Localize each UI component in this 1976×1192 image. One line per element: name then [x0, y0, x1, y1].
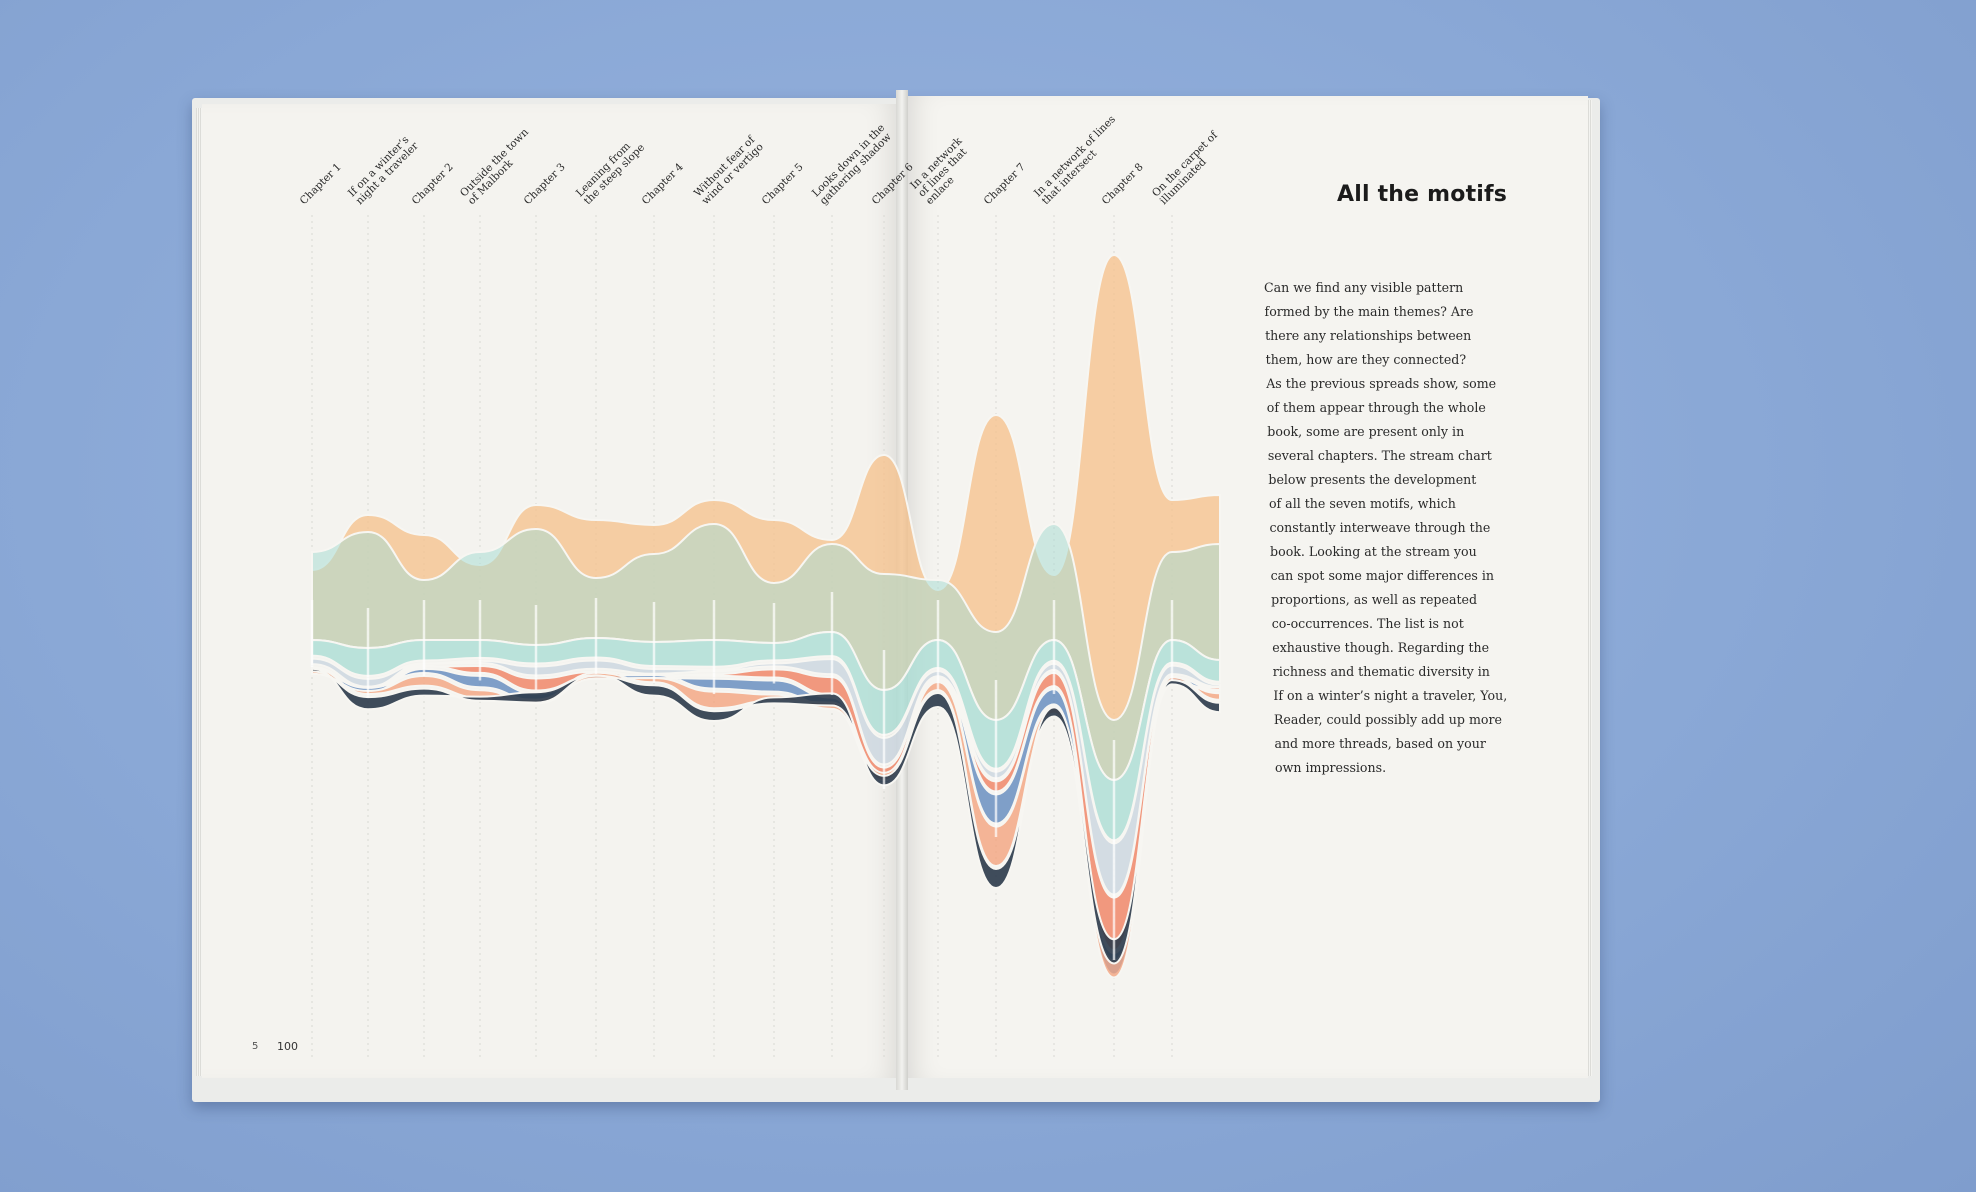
chapter-label-line: Chapter 3 — [522, 161, 568, 207]
body-line: Can we find any visible pattern — [1264, 280, 1464, 295]
chapter-label-line: On the carpet of — [1150, 128, 1221, 199]
chapter-label-line: Chapter 7 — [982, 161, 1028, 207]
body-line: exhaustive though. Regarding the — [1272, 640, 1490, 655]
body-line: co-occurrences. The list is not — [1271, 616, 1464, 631]
chapter-label: Chapter 7 — [982, 161, 1028, 207]
body-line: proportions, as well as repeated — [1271, 592, 1478, 607]
chapter-label-line: Chapter 5 — [760, 161, 806, 207]
body-line: several chapters. The stream chart — [1267, 448, 1492, 463]
chapter-label: Chapter 8 — [1100, 161, 1146, 207]
chapter-label-line: In a network of lines — [1032, 113, 1118, 199]
body-line: If on a winter’s night a traveler, You, — [1273, 688, 1508, 703]
body-line: constantly interweave through the — [1269, 520, 1491, 535]
chapter-label: Chapter 1 — [298, 161, 344, 207]
body-line: can spot some major differences in — [1270, 568, 1495, 583]
body-line: As the previous spreads show, some — [1266, 376, 1497, 391]
page-edges-left — [196, 108, 204, 1076]
motif-stream-lower-dark — [311, 667, 1221, 965]
body-line: there any relationships between — [1265, 328, 1472, 343]
chapter-label: Chapter 2 — [410, 161, 456, 207]
chapter-label-line: Chapter 1 — [298, 161, 344, 207]
chapter-label-line: Outside the town — [458, 126, 531, 199]
body-line: book. Looking at the stream you — [1270, 544, 1477, 559]
body-line: own impressions. — [1275, 760, 1387, 775]
body-line: them, how are they connected? — [1265, 352, 1467, 367]
chapter-label-line: Chapter 8 — [1100, 161, 1146, 207]
motif-stream-lower-blue — [311, 667, 1221, 976]
page-title: All the motifs — [1337, 182, 1508, 207]
motif-stream-lower-orange — [311, 667, 1221, 979]
page-number: 100 — [277, 1040, 298, 1053]
body-line: formed by the main themes? Are — [1264, 304, 1474, 319]
chapter-label-line: Looks down in the — [810, 122, 887, 199]
motif-streams — [311, 253, 1221, 979]
chapter-label-line: Chapter 2 — [410, 161, 456, 207]
page-mark: 5 — [252, 1041, 259, 1052]
page-edges-right — [1584, 100, 1592, 1076]
chapter-label: Chapter 5 — [760, 161, 806, 207]
body-paragraph: Can we find any visible pattern formed by… — [1264, 276, 1516, 780]
body-line: of them appear through the whole — [1266, 400, 1486, 415]
body-line: book, some are present only in — [1267, 424, 1465, 439]
body-line: of all the seven motifs, which — [1268, 496, 1456, 511]
body-line: below presents the development — [1268, 472, 1477, 487]
body-line: richness and thematic diversity in — [1272, 664, 1490, 679]
chapter-ticks — [310, 592, 1174, 960]
chapter-label: Chapter 4 — [640, 161, 686, 207]
body-line: Reader, could possibly add up more — [1273, 712, 1502, 727]
chapter-label-line: Chapter 4 — [640, 161, 686, 207]
motif-stream-lower-red — [311, 664, 1221, 952]
chapter-label: Chapter 3 — [522, 161, 568, 207]
body-line: and more threads, based on your — [1274, 736, 1486, 751]
